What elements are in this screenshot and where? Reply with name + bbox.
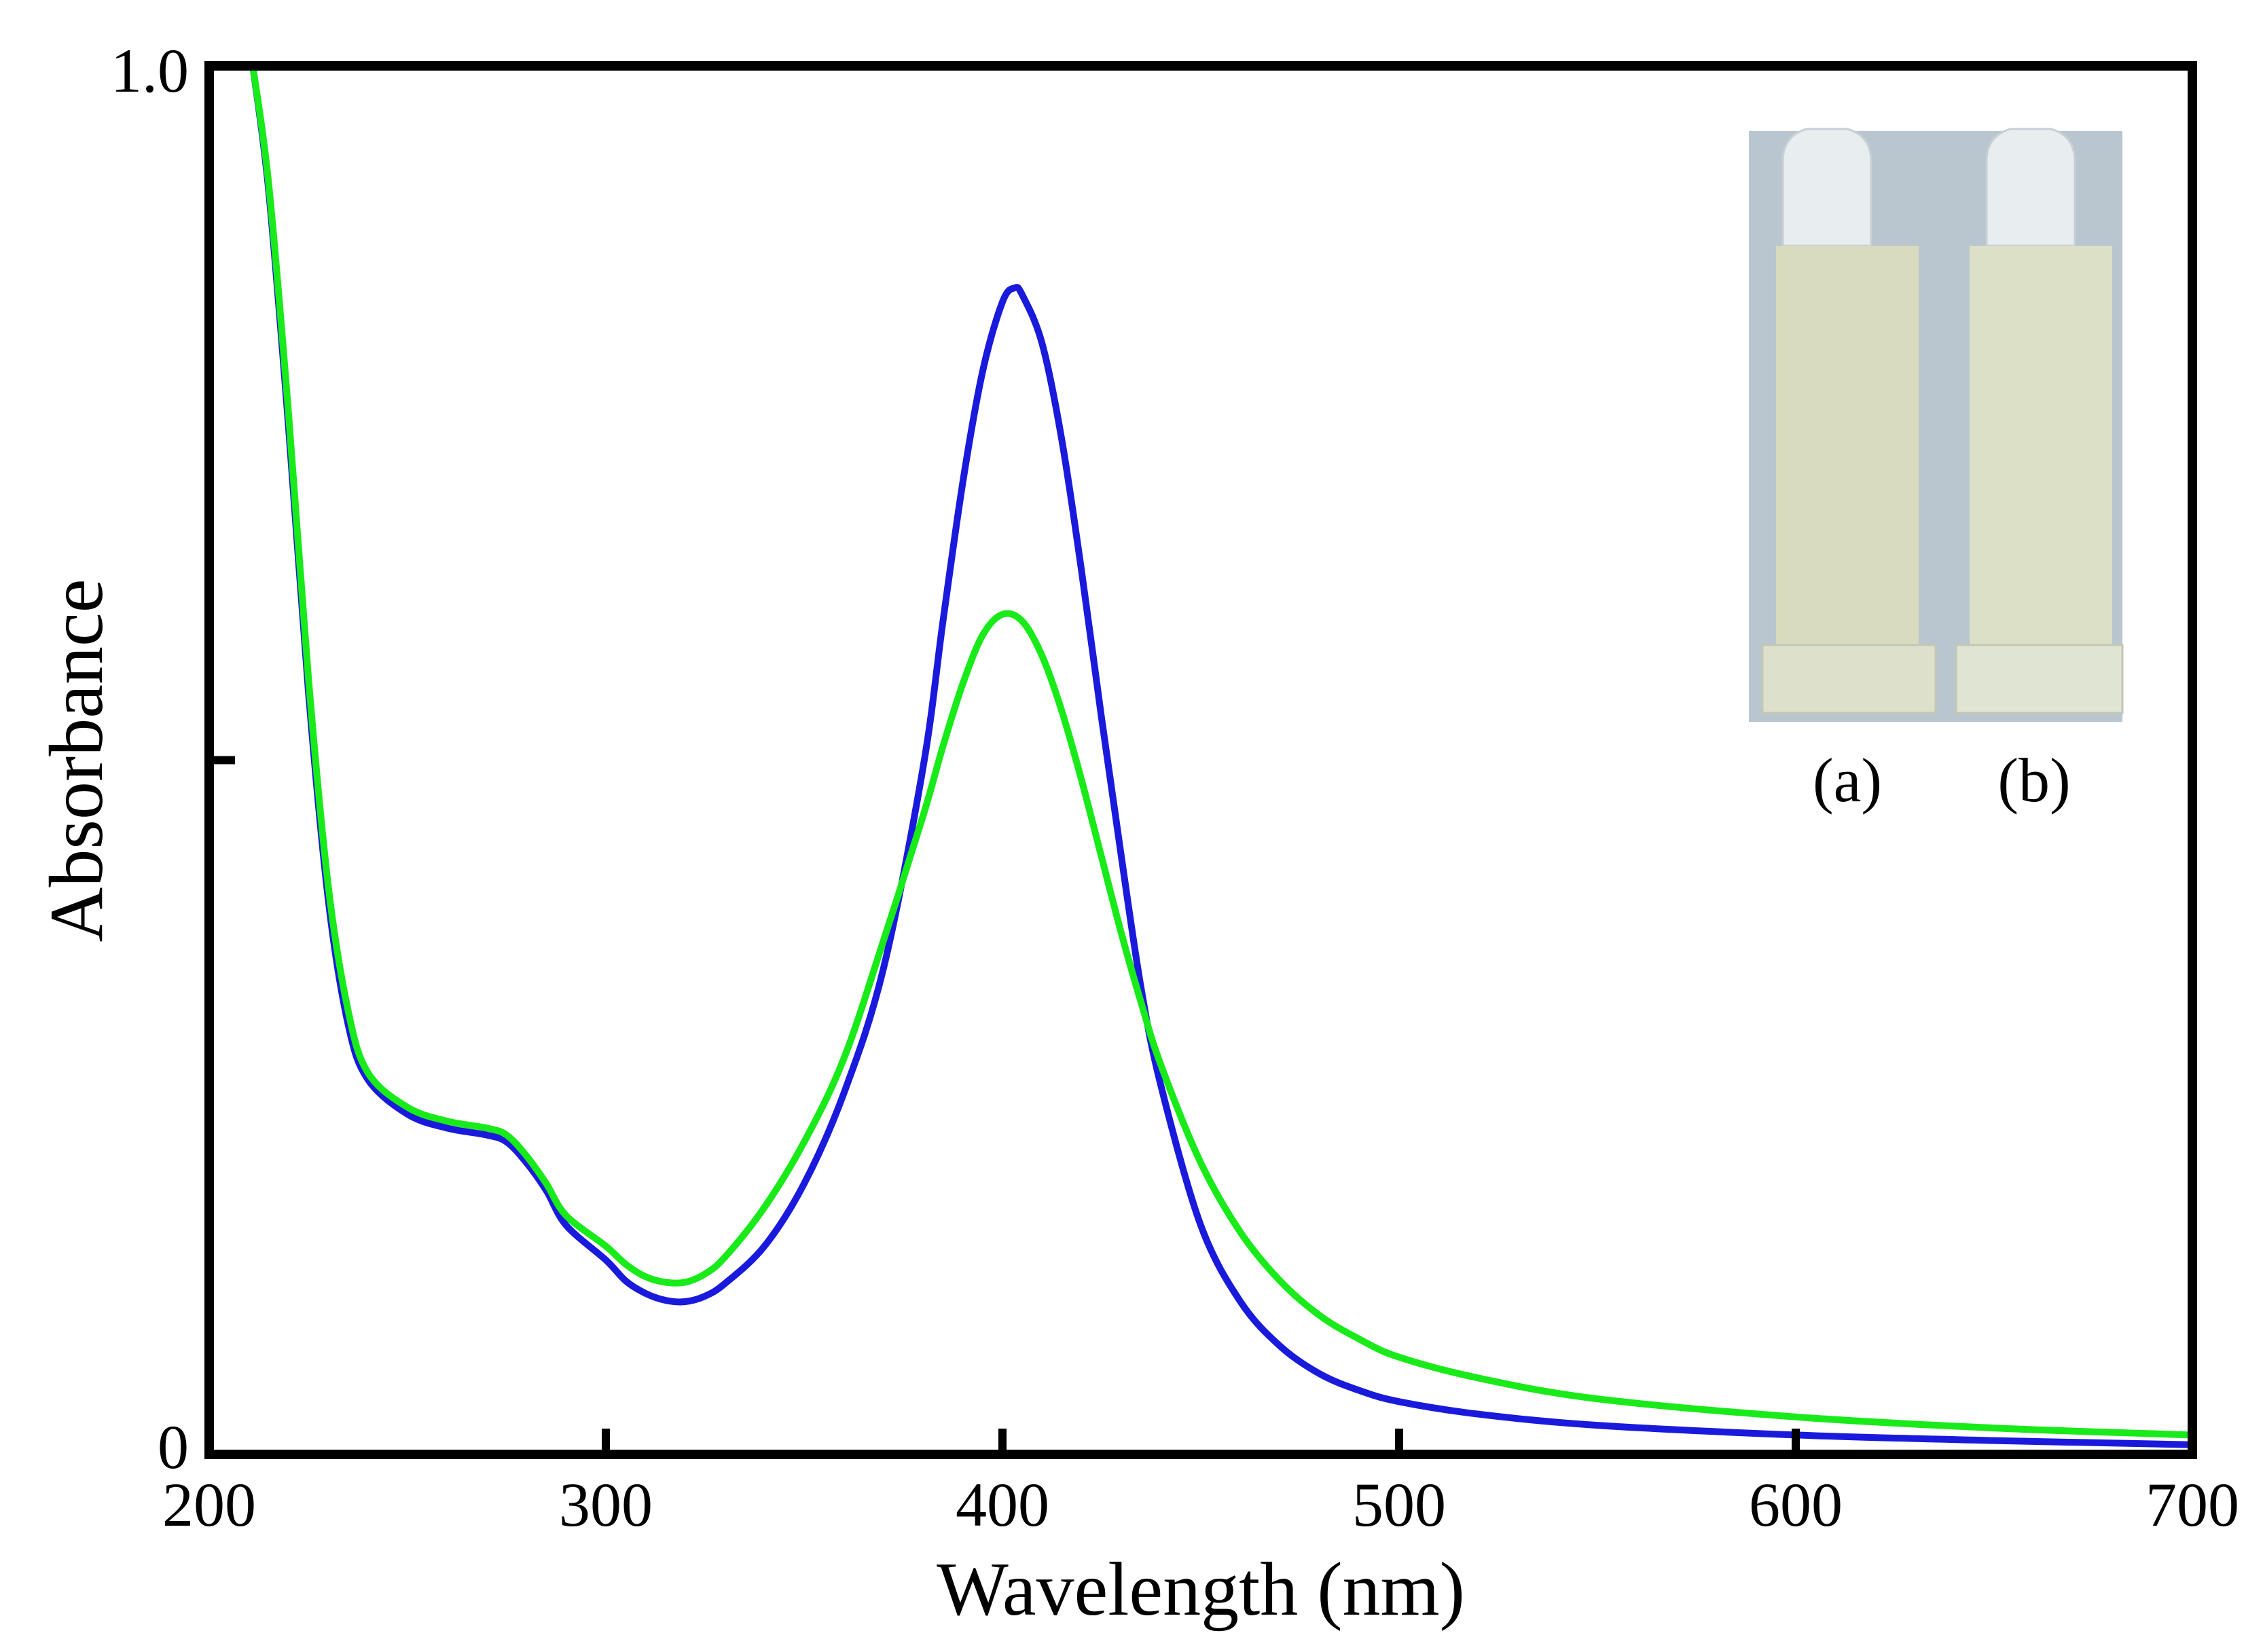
x-axis-title: Wavelength (nm) — [937, 1547, 1465, 1632]
vial-a-liquid — [1776, 246, 1919, 646]
series-line-a — [249, 65, 2193, 1448]
vial-a-base — [1761, 644, 1937, 714]
series-line-b — [249, 65, 2193, 1439]
vial-a — [1761, 128, 1937, 714]
vial-b-cap — [1985, 128, 2076, 247]
vial-b — [1955, 128, 2124, 714]
vial-b-liquid — [1970, 246, 2112, 646]
y-axis-ticks: 01.0 — [111, 36, 235, 1482]
y-tick-label: 0 — [158, 1412, 189, 1482]
y-axis-title: Absorbance — [35, 579, 119, 942]
x-tick-label: 600 — [1749, 1470, 1843, 1539]
series-layer — [249, 65, 2193, 1448]
x-tick-label: 400 — [956, 1470, 1049, 1539]
x-tick-label: 500 — [1352, 1470, 1446, 1539]
x-tick-label: 200 — [162, 1470, 256, 1539]
y-tick-label: 1.0 — [111, 36, 189, 105]
vials-photo-inset: (a) (b) — [1749, 128, 2124, 815]
x-tick-label: 300 — [559, 1470, 653, 1539]
vial-label-a: (a) — [1813, 746, 1882, 815]
vial-a-cap — [1781, 128, 1872, 247]
x-tick-label: 700 — [2146, 1470, 2239, 1539]
vial-b-base — [1955, 644, 2124, 714]
vial-label-b: (b) — [1997, 746, 2070, 815]
x-axis-ticks: 200 300 400 500 600 700 — [162, 1429, 2239, 1539]
